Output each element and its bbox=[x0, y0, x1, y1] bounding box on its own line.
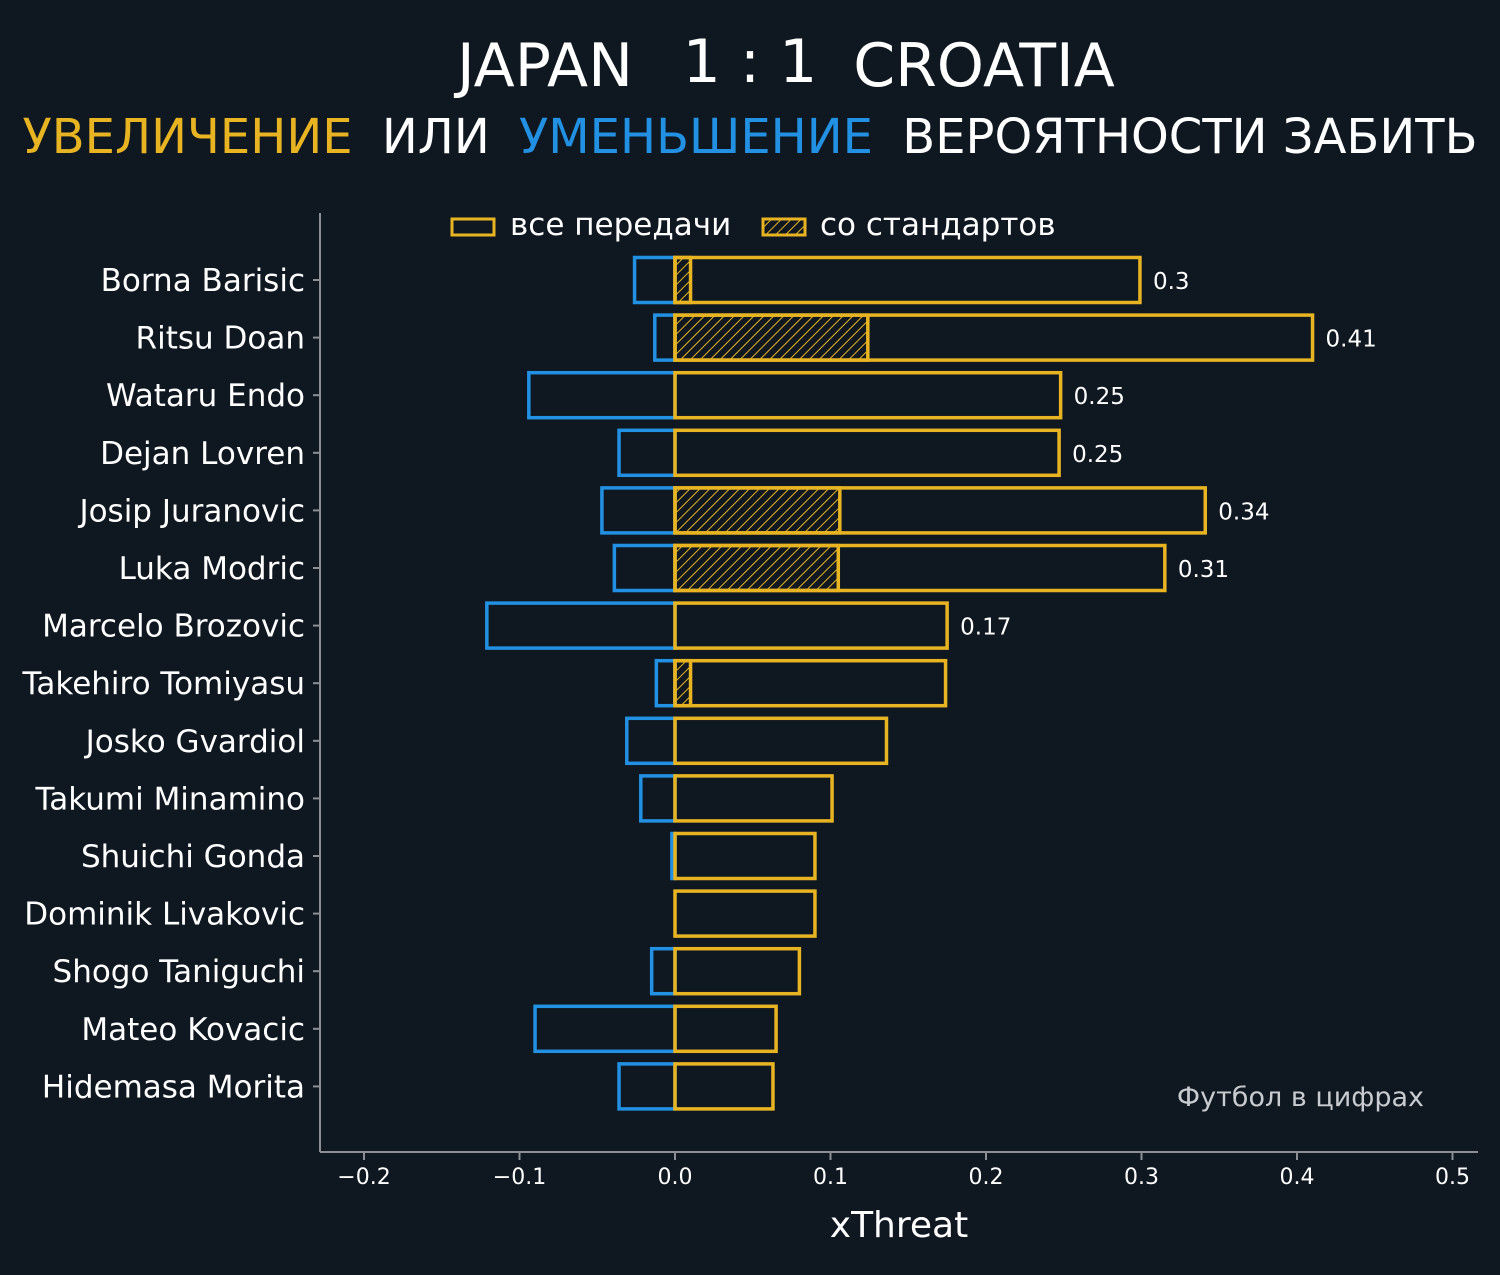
player-label: Wataru Endo bbox=[106, 378, 305, 414]
increase-bar bbox=[673, 716, 889, 766]
y-labels-layer: Borna Barisic Ritsu Doan Wataru Endo Dejan … bbox=[22, 263, 320, 1105]
legend-swatch-set-pieces bbox=[761, 217, 807, 237]
increase-bar bbox=[673, 543, 1167, 593]
x-tick-label: 0.0 bbox=[658, 1165, 693, 1190]
score-title: 1 : 1 bbox=[683, 27, 818, 97]
subtitle-increase-word: УВЕЛИЧЕНИЕ bbox=[22, 109, 352, 165]
decrease-bar bbox=[617, 428, 677, 478]
set-piece-bar bbox=[673, 313, 870, 362]
player-label: Dejan Lovren bbox=[100, 436, 305, 472]
x-tick-label: 0.4 bbox=[1280, 1165, 1315, 1190]
decrease-bar bbox=[617, 1062, 677, 1111]
x-tick-label: 0.1 bbox=[813, 1165, 848, 1190]
value-label: 0.34 bbox=[1218, 499, 1269, 525]
x-tick-label: −0.1 bbox=[493, 1165, 546, 1190]
increase-bar bbox=[673, 1004, 778, 1054]
increase-bar bbox=[673, 658, 948, 708]
decrease-bar bbox=[600, 486, 677, 535]
legend-label-all-passes: все передачи bbox=[510, 207, 731, 243]
value-label: 0.17 bbox=[960, 615, 1011, 641]
set-piece-bar bbox=[673, 543, 841, 593]
subtitle-or-word: ИЛИ bbox=[382, 109, 490, 165]
increase-bar bbox=[673, 1062, 775, 1111]
player-label: Borna Barisic bbox=[101, 263, 305, 299]
bars-layer: 0.3 0.41 0.25 0.25 0.34 0.31 0.17 bbox=[485, 255, 1377, 1111]
increase-bar bbox=[673, 370, 1063, 420]
player-label: Dominik Livakovic bbox=[24, 897, 305, 933]
decrease-bar bbox=[632, 255, 677, 305]
subtitle: УВЕЛИЧЕНИЕ ИЛИ УМЕНЬШЕНИЕ ВЕРОЯТНОСТИ ЗА… bbox=[22, 109, 1477, 165]
value-label: 0.31 bbox=[1178, 557, 1229, 583]
player-label: Shuichi Gonda bbox=[81, 839, 305, 875]
value-label: 0.25 bbox=[1072, 442, 1123, 468]
increase-bar bbox=[673, 946, 802, 996]
increase-bar bbox=[673, 486, 1208, 535]
player-label: Luka Modric bbox=[119, 551, 305, 587]
x-tick-label: 0.5 bbox=[1435, 1165, 1470, 1190]
player-label: Josip Juranovic bbox=[77, 493, 305, 529]
player-label: Marcelo Brozovic bbox=[42, 609, 305, 645]
increase-bar bbox=[673, 255, 1142, 305]
increase-bar bbox=[673, 889, 817, 938]
legend-label-set-pieces: со стандартов bbox=[820, 207, 1056, 243]
watermark: Футбол в цифрах bbox=[1177, 1082, 1424, 1113]
x-tick-label: 0.3 bbox=[1124, 1165, 1159, 1190]
x-tick-label: −0.2 bbox=[337, 1165, 390, 1190]
player-label: Mateo Kovacic bbox=[81, 1012, 305, 1048]
decrease-bar bbox=[653, 313, 677, 362]
subtitle-decrease-word: УМЕНЬШЕНИЕ bbox=[519, 109, 873, 165]
home-team-title: JAPAN bbox=[453, 31, 633, 101]
increase-bar bbox=[673, 428, 1061, 478]
player-label: Hidemasa Morita bbox=[42, 1069, 305, 1105]
player-label: Shogo Taniguchi bbox=[53, 954, 305, 990]
decrease-bar bbox=[612, 543, 677, 593]
increase-bar bbox=[673, 774, 834, 823]
value-label: 0.25 bbox=[1074, 384, 1125, 410]
x-axis-label: xThreat bbox=[830, 1205, 968, 1246]
set-piece-bar bbox=[673, 486, 842, 535]
x-tick-label: 0.2 bbox=[969, 1165, 1004, 1190]
player-label: Josko Gvardiol bbox=[84, 724, 305, 760]
player-label: Ritsu Doan bbox=[136, 321, 305, 357]
set-piece-bar bbox=[673, 255, 693, 305]
away-team-title: CROATIA bbox=[853, 31, 1115, 101]
decrease-bar bbox=[649, 946, 677, 996]
decrease-bar bbox=[533, 1004, 677, 1054]
decrease-bar bbox=[654, 658, 677, 708]
increase-bar bbox=[673, 313, 1315, 362]
decrease-bar bbox=[625, 716, 677, 766]
decrease-bar bbox=[485, 601, 677, 650]
increase-bar bbox=[673, 601, 949, 650]
decrease-bar bbox=[639, 774, 677, 823]
subtitle-rest: ВЕРОЯТНОСТИ ЗАБИТЬ bbox=[902, 109, 1477, 165]
value-label: 0.3 bbox=[1153, 269, 1190, 295]
increase-bar bbox=[673, 831, 817, 881]
decrease-bar bbox=[527, 370, 677, 420]
value-label: 0.41 bbox=[1326, 327, 1377, 353]
legend-swatch-all-passes bbox=[450, 217, 496, 237]
x-ticks-layer: −0.2 −0.1 0.0 0.1 0.2 0.3 0.4 0.5 bbox=[337, 1152, 1470, 1190]
set-piece-bar bbox=[673, 658, 693, 708]
player-label: Takehiro Tomiyasu bbox=[22, 666, 305, 702]
player-label: Takumi Minamino bbox=[34, 781, 305, 817]
